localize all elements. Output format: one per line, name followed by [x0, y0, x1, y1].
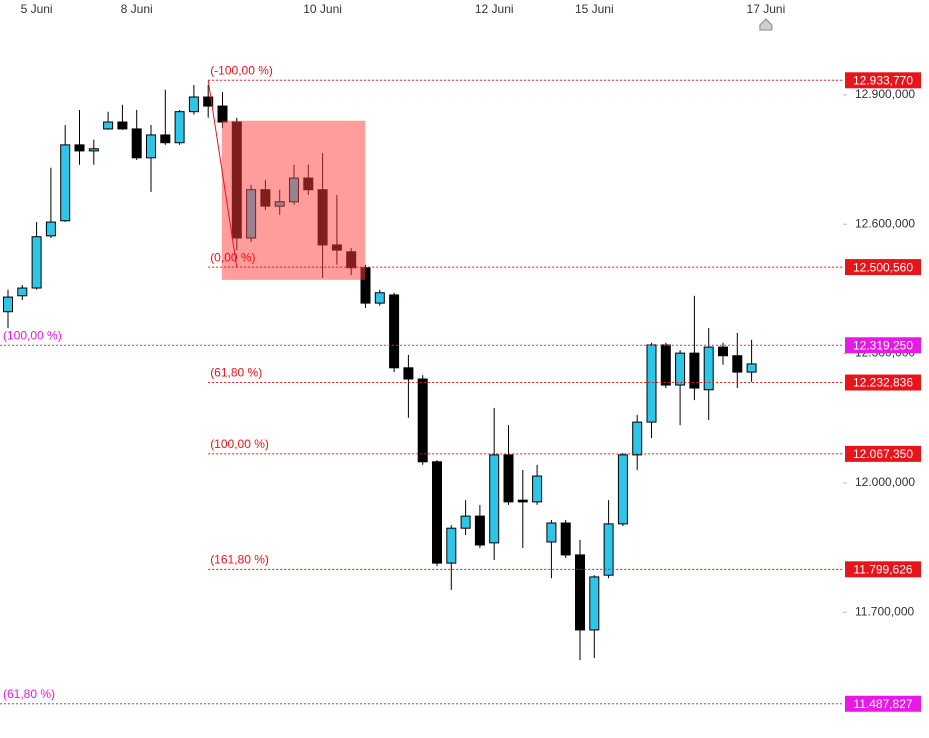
date-marker	[759, 18, 773, 31]
level-percent: (0,00 %)	[210, 250, 255, 264]
candle-body-down	[160, 134, 171, 144]
candle-body-up	[675, 352, 686, 386]
candle-body-up	[632, 421, 643, 456]
y-tick-label: 12.600,000	[855, 216, 915, 230]
candle-body-up	[603, 523, 614, 576]
candle-body-down	[117, 121, 128, 130]
candle-body-down	[474, 515, 485, 546]
price-label: 11.799,626	[853, 562, 912, 576]
candle-body-up	[45, 221, 56, 237]
candle-body-up	[60, 144, 71, 222]
level-percent: (100,00 %)	[210, 437, 269, 451]
x-tick-label: 15 Juni	[575, 2, 614, 16]
y-tick-label: 11.700,000	[855, 604, 914, 618]
price-box	[845, 259, 921, 276]
candle-body-up	[446, 527, 457, 564]
candle-body-down	[660, 344, 671, 386]
candle-body-up	[188, 96, 199, 113]
candle-body-down	[718, 346, 728, 357]
candle-body-up	[17, 287, 28, 297]
price-label: 12.319,250	[853, 338, 913, 352]
candle-body-up	[3, 296, 13, 313]
candle-body-up	[546, 522, 557, 543]
x-tick-label: 10 Juni	[303, 2, 342, 16]
price-box	[845, 374, 921, 391]
candle-body-down	[689, 352, 700, 389]
y-tick-label: 12.900,000	[855, 87, 915, 101]
level-percent: (100,00 %)	[3, 328, 62, 342]
candle-body-up	[703, 346, 714, 391]
candle-body-up	[489, 454, 500, 544]
candle-body-up	[646, 344, 657, 423]
candle-body-up	[589, 576, 600, 631]
candle-body-up	[88, 148, 99, 152]
x-tick-label: 5 Juni	[21, 2, 53, 16]
price-box	[845, 337, 921, 354]
candle-body-up	[146, 134, 156, 159]
candle-body-down	[575, 554, 585, 631]
highlight-zone	[221, 120, 366, 280]
candle-body-up	[374, 292, 385, 304]
price-label: 12.933,770	[853, 73, 913, 87]
price-label: 12.067,350	[853, 447, 913, 461]
candle-body-down	[432, 461, 442, 564]
candle-body-down	[403, 367, 414, 380]
candle-body-down	[389, 294, 400, 369]
candle-body-down	[74, 144, 85, 152]
price-label: 11.487,827	[853, 697, 912, 711]
candle-body-down	[217, 105, 228, 123]
level-percent: (61,80 %)	[210, 366, 262, 380]
candle-body-down	[131, 128, 142, 159]
fib-trend-line	[207, 80, 238, 268]
level-percent: (-100,00 %)	[210, 63, 273, 77]
candle-body-up	[746, 363, 757, 373]
price-label: 12.500,560	[853, 260, 913, 274]
price-label: 12.232,836	[853, 376, 913, 390]
candle-body-up	[532, 475, 543, 503]
y-tick-label: 12.000,000	[855, 475, 915, 489]
candle-body-down	[732, 355, 743, 373]
x-tick-label: 17 Juni	[747, 2, 786, 16]
candle-body-down	[360, 267, 371, 304]
x-tick-label: 12 Juni	[475, 2, 514, 16]
candle-body-down	[560, 522, 571, 556]
candle-body-up	[174, 111, 185, 144]
candle-body-up	[460, 515, 471, 529]
x-tick-label: 8 Juni	[121, 2, 153, 16]
candle-body-up	[31, 236, 42, 289]
level-percent: (161,80 %)	[210, 552, 269, 566]
candle-body-up	[103, 121, 114, 130]
candle-body-down	[517, 499, 528, 503]
candle-body-down	[203, 96, 214, 107]
candle-body-up	[617, 454, 628, 525]
price-box	[845, 695, 921, 712]
level-percent: (61,80 %)	[3, 687, 55, 701]
price-box	[845, 445, 921, 462]
candle-body-down	[417, 378, 428, 463]
candle-body-down	[503, 454, 514, 503]
price-box	[845, 561, 921, 578]
price-box	[845, 72, 921, 89]
